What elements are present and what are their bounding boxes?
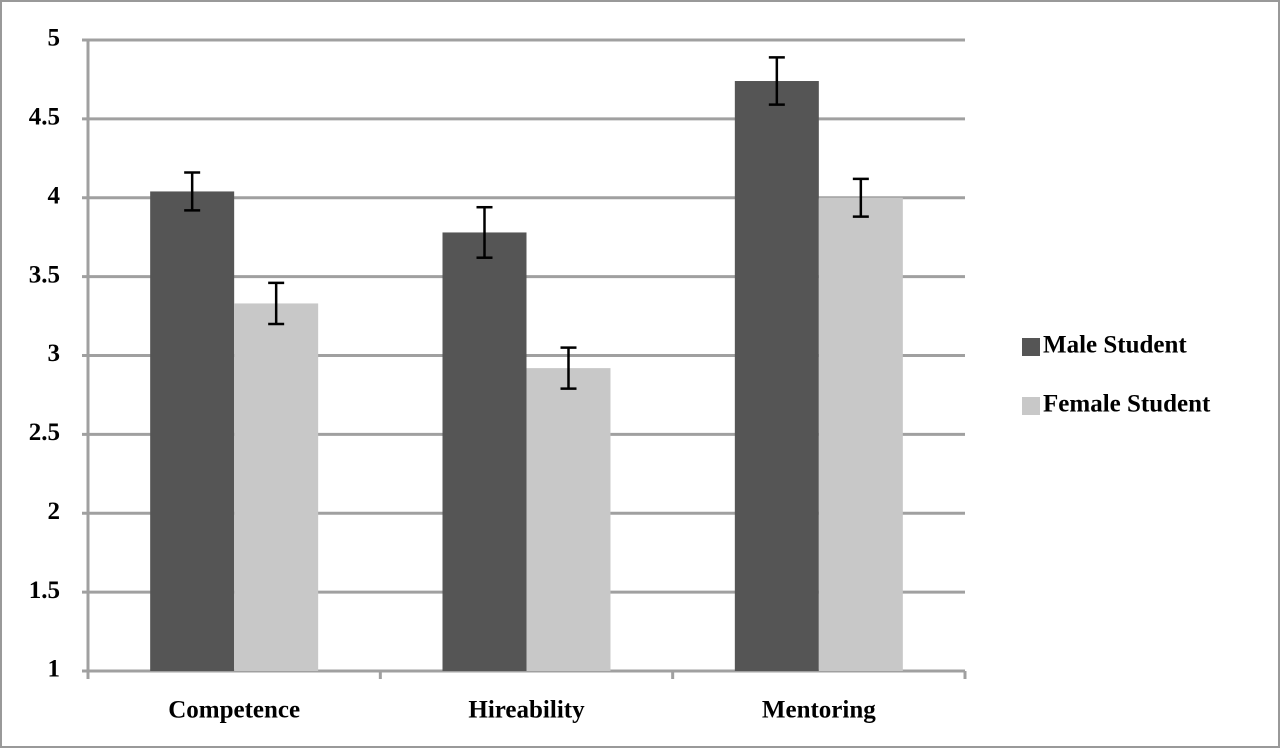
y-tick-label: 1.5 xyxy=(29,577,60,604)
legend-swatch xyxy=(1022,397,1040,415)
bar xyxy=(526,368,611,671)
bar xyxy=(734,81,819,671)
bar xyxy=(150,191,235,671)
y-tick-label: 1 xyxy=(48,656,61,683)
bar xyxy=(818,197,903,671)
legend-swatch xyxy=(1022,338,1040,356)
x-tick-label: Mentoring xyxy=(762,697,876,724)
y-tick-label: 2.5 xyxy=(29,419,60,446)
error-bar xyxy=(852,177,869,218)
y-tick-label: 4.5 xyxy=(29,104,60,131)
y-tick-label: 2 xyxy=(48,498,61,525)
error-bar xyxy=(768,56,785,106)
y-tick-label: 3.5 xyxy=(29,261,60,288)
y-tick-label: 3 xyxy=(48,340,61,367)
y-tick-label: 5 xyxy=(48,25,61,52)
bar xyxy=(442,232,527,671)
y-tick-label: 4 xyxy=(48,182,61,209)
error-bar xyxy=(476,205,493,259)
error-bar xyxy=(184,171,201,212)
legend-label: Female Student xyxy=(1043,391,1211,418)
error-bar xyxy=(268,281,285,326)
bar xyxy=(234,303,319,671)
x-tick-label: Competence xyxy=(168,697,300,724)
error-bar xyxy=(560,346,577,390)
legend-label: Male Student xyxy=(1043,332,1187,359)
x-tick-label: Hireability xyxy=(468,697,585,724)
